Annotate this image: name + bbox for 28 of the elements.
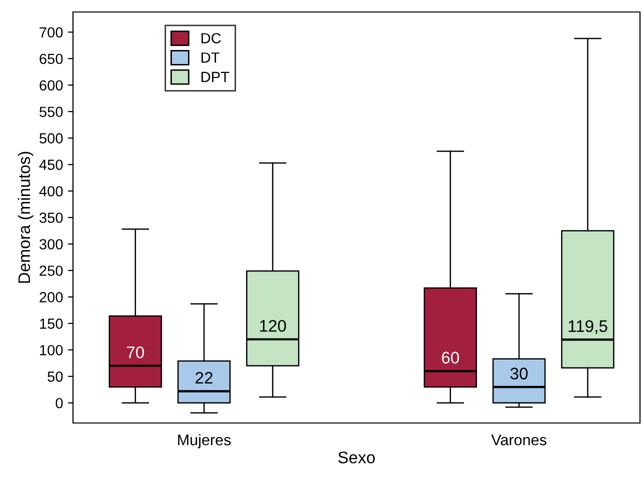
y-tick-label: 250: [40, 266, 63, 276]
y-tick-label: 150: [40, 318, 63, 329]
text: 119,5: [568, 320, 608, 334]
x-axis-title: Sexo: [338, 452, 375, 464]
y-tick-label: 100: [40, 345, 63, 356]
text: 22: [196, 372, 212, 384]
y-tick-label: 550: [40, 106, 63, 117]
legend-label: DC: [202, 33, 221, 44]
y-tick-label: 200: [40, 292, 63, 302]
text: 120: [260, 320, 286, 332]
y-axis-title: Demora (minutos): [18, 152, 34, 283]
y-tick-label: 600: [40, 80, 63, 91]
x-tick-label: Mujeres: [178, 434, 231, 448]
y-tick-label: 500: [40, 133, 63, 144]
y-tick-label: 350: [40, 212, 63, 223]
y-tick-label: 300: [40, 239, 63, 250]
y-tick-label: 400: [39, 186, 63, 196]
text: 70: [126, 346, 144, 358]
text: 30: [510, 368, 528, 380]
text: 60: [442, 352, 459, 364]
y-tick-label: 650: [40, 54, 63, 64]
legend-label: DT: [202, 52, 220, 63]
y-tick-label: 0: [56, 398, 63, 408]
y-tick-label: 700: [40, 27, 63, 38]
y-tick-label: 450: [39, 160, 63, 170]
y-tick-label: 50: [48, 371, 63, 382]
x-tick-label: Varones: [491, 434, 546, 446]
legend-label: DPT: [202, 72, 230, 82]
